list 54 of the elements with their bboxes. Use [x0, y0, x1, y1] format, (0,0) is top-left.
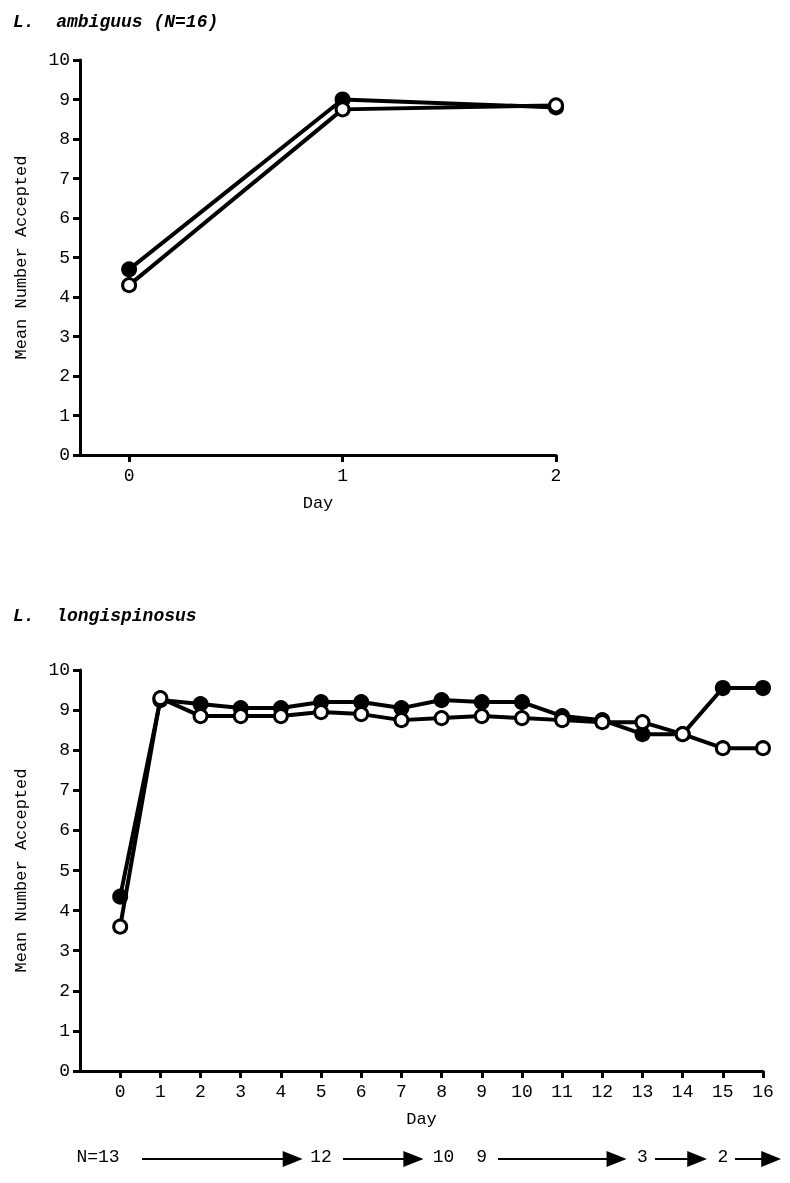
y-tick-label: 1: [59, 1020, 70, 1041]
y-tick-label: 10: [48, 660, 70, 680]
y-tick-label: 6: [59, 208, 70, 228]
y-tick-label: 6: [59, 820, 70, 841]
x-tick-label: 7: [396, 1082, 407, 1102]
y-tick-label: 2: [59, 366, 70, 386]
chart-title: L. ambiguus (N=16): [13, 12, 219, 32]
x-tick-label: 14: [671, 1082, 694, 1102]
x-tick-label: 2: [550, 466, 562, 486]
y-tick-label: 7: [59, 780, 70, 801]
x-tick-label: 1: [154, 1082, 166, 1102]
y-tick-label: 4: [59, 287, 70, 307]
x-tick-label: 2: [195, 1082, 206, 1102]
x-tick-label: 4: [275, 1082, 287, 1102]
y-axis-title: Mean Number Accepted: [12, 155, 31, 360]
y-axis-title: Mean Number Accepted: [12, 768, 31, 973]
x-tick-label: 10: [511, 1082, 533, 1102]
text: 2: [717, 1147, 729, 1167]
x-tick-label: 0: [114, 1082, 126, 1102]
y-tick-label: 5: [59, 860, 70, 881]
y-tick-label: 9: [59, 700, 70, 721]
text: 12: [310, 1147, 332, 1167]
y-tick-label: 8: [59, 740, 70, 761]
y-tick-label: 5: [59, 247, 70, 268]
text: 10: [432, 1147, 455, 1167]
y-tick-label: 8: [59, 129, 70, 149]
y-tick-label: 7: [59, 168, 70, 189]
x-tick-label: 9: [476, 1082, 488, 1102]
x-tick-label: 12: [591, 1082, 614, 1102]
y-tick-label: 0: [59, 1061, 70, 1081]
y-tick-label: 10: [48, 50, 70, 70]
x-axis-title: Day: [406, 1110, 437, 1129]
y-tick-label: 2: [59, 980, 70, 1001]
x-tick-label: 8: [436, 1082, 447, 1102]
x-tick-label: 11: [551, 1082, 573, 1102]
x-axis-title: Day: [302, 494, 334, 513]
y-tick-label: 9: [59, 89, 70, 110]
x-tick-label: 0: [123, 466, 135, 486]
x-tick-label: 1: [337, 466, 348, 486]
x-tick-label: 13: [631, 1082, 654, 1102]
x-tick-label: 15: [712, 1082, 734, 1102]
x-tick-label: 16: [752, 1082, 774, 1102]
y-tick-label: 1: [59, 405, 70, 426]
y-tick-label: 0: [59, 445, 70, 465]
chart-title: L. longispinosus: [13, 606, 197, 626]
y-tick-label: 3: [59, 940, 70, 961]
x-tick-label: 3: [235, 1082, 247, 1102]
text: 3: [637, 1147, 648, 1167]
y-tick-label: 4: [59, 900, 70, 921]
y-tick-label: 3: [59, 326, 70, 347]
x-tick-label: 6: [355, 1082, 367, 1102]
x-tick-label: 5: [315, 1082, 327, 1102]
text: 9: [476, 1147, 488, 1167]
text: N=13: [76, 1147, 120, 1167]
